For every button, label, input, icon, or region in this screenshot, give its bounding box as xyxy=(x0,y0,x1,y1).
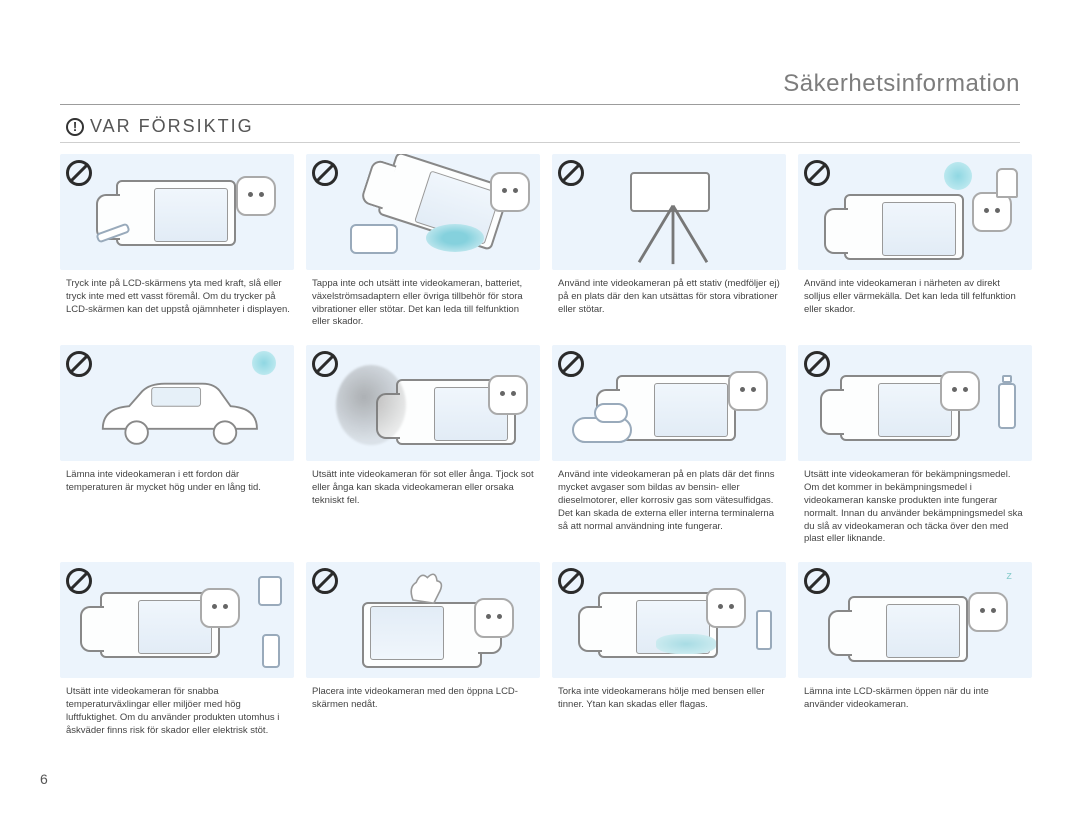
panel-illustration xyxy=(60,345,294,461)
panel: Använd inte videokameran på ett stativ (… xyxy=(552,154,786,331)
panel-caption: Tryck inte på LCD-skärmens yta med kraft… xyxy=(60,278,294,318)
panel-illustration xyxy=(552,345,786,461)
warning-icon: ! xyxy=(66,118,84,136)
camcorder-icon xyxy=(844,194,964,260)
face-icon xyxy=(236,176,276,216)
adapter-icon xyxy=(350,224,398,254)
panel-caption: Tappa inte och utsätt inte videokameran,… xyxy=(306,278,540,331)
face-icon xyxy=(474,598,514,638)
panel-illustration xyxy=(60,562,294,678)
prohibit-icon xyxy=(312,568,338,594)
splash-icon xyxy=(426,224,484,252)
panel-caption: Placera inte videokameran med den öppna … xyxy=(306,686,540,714)
panel: Torka inte videokamerans hölje med bense… xyxy=(552,562,786,739)
face-icon xyxy=(940,371,980,411)
panel: Använd inte videokameran i närheten av d… xyxy=(798,154,1032,331)
prohibit-icon xyxy=(558,351,584,377)
face-icon xyxy=(706,588,746,628)
zzz-icon: ᶻ xyxy=(1006,570,1012,588)
camcorder-icon xyxy=(362,602,482,668)
panel-illustration xyxy=(306,154,540,270)
panel-illustration xyxy=(552,562,786,678)
manual-page: Säkerhetsinformation ! VAR FÖRSIKTIG Try… xyxy=(0,0,1080,825)
panel-caption: Utsätt inte videokameran för sot eller å… xyxy=(306,469,540,509)
prohibit-icon xyxy=(558,568,584,594)
panel: Placera inte videokameran med den öppna … xyxy=(306,562,540,739)
prohibit-icon xyxy=(804,351,830,377)
prohibit-icon xyxy=(312,160,338,186)
sun-icon xyxy=(944,162,972,190)
spray-icon xyxy=(998,383,1016,429)
panel-caption: Utsätt inte videokameran för bekämpnings… xyxy=(798,469,1032,548)
panel: Utsätt inte videokameran för snabba temp… xyxy=(60,562,294,739)
panel: Utsätt inte videokameran för bekämpnings… xyxy=(798,345,1032,548)
hand-icon xyxy=(402,568,448,608)
spray-cap-icon xyxy=(1002,375,1012,383)
face-icon xyxy=(488,375,528,415)
panel-caption: Torka inte videokamerans hölje med bense… xyxy=(552,686,786,714)
prohibit-icon xyxy=(558,160,584,186)
camcorder-icon xyxy=(848,596,968,662)
panel-illustration xyxy=(60,154,294,270)
camcorder-icon xyxy=(116,180,236,246)
panel-illustration: ᶻ xyxy=(798,562,1032,678)
prohibit-icon xyxy=(66,160,92,186)
panel-caption: Använd inte videokameran på en plats där… xyxy=(552,469,786,535)
panel: Lämna inte videokameran i ett fordon där… xyxy=(60,345,294,548)
panel-caption: Utsätt inte videokameran för snabba temp… xyxy=(60,686,294,739)
caution-header: ! VAR FÖRSIKTIG xyxy=(66,116,254,137)
panel-illustration xyxy=(306,562,540,678)
face-icon xyxy=(200,588,240,628)
prohibit-icon xyxy=(66,568,92,594)
car-icon xyxy=(78,363,278,457)
page-title: Säkerhetsinformation xyxy=(783,70,1020,98)
panel-illustration xyxy=(552,154,786,270)
panel-illustration xyxy=(306,345,540,461)
panel-illustration xyxy=(798,154,1032,270)
panel: Tappa inte och utsätt inte videokameran,… xyxy=(306,154,540,331)
fumes-icon xyxy=(594,403,628,423)
title-rule xyxy=(60,104,1020,105)
prohibit-icon xyxy=(804,160,830,186)
panel-caption: Lämna inte videokameran i ett fordon där… xyxy=(60,469,294,497)
caution-label: VAR FÖRSIKTIG xyxy=(90,116,254,137)
page-number: 6 xyxy=(40,771,48,787)
face-icon xyxy=(490,172,530,212)
face-icon xyxy=(728,371,768,411)
panel: ᶻ Lämna inte LCD-skärmen öppen när du in… xyxy=(798,562,1032,739)
panel-illustration xyxy=(798,345,1032,461)
panel-caption: Använd inte videokameran i närheten av d… xyxy=(798,278,1032,318)
caution-rule xyxy=(60,142,1020,143)
prohibit-icon xyxy=(312,351,338,377)
camcorder-icon xyxy=(616,375,736,441)
thermometer-icon xyxy=(258,576,282,606)
panel-grid: Tryck inte på LCD-skärmens yta med kraft… xyxy=(60,154,1020,739)
panel: Utsätt inte videokameran för sot eller å… xyxy=(306,345,540,548)
face-icon xyxy=(968,592,1008,632)
panel: Använd inte videokameran på en plats där… xyxy=(552,345,786,548)
tripod-icon xyxy=(618,200,728,266)
thermometer-icon xyxy=(262,634,280,668)
panel: Tryck inte på LCD-skärmens yta med kraft… xyxy=(60,154,294,331)
face-icon xyxy=(972,192,1012,232)
smoke-icon xyxy=(336,365,406,445)
heater-icon xyxy=(996,168,1018,198)
panel-caption: Använd inte videokameran på ett stativ (… xyxy=(552,278,786,318)
panel-caption: Lämna inte LCD-skärmen öppen när du inte… xyxy=(798,686,1032,714)
liquid-icon xyxy=(656,634,716,654)
prohibit-icon xyxy=(804,568,830,594)
solvent-bottle-icon xyxy=(756,610,772,650)
